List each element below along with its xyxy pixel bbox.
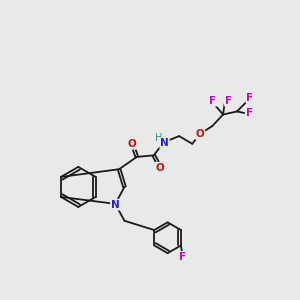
Text: O: O (155, 163, 164, 173)
Text: F: F (209, 96, 217, 106)
Text: F: F (179, 252, 186, 262)
Text: O: O (128, 139, 136, 149)
Text: F: F (246, 108, 253, 118)
Text: N: N (160, 138, 169, 148)
Text: O: O (196, 129, 204, 139)
Text: F: F (246, 93, 254, 103)
Text: H: H (155, 134, 162, 143)
Text: F: F (225, 96, 232, 106)
Text: N: N (111, 200, 120, 210)
